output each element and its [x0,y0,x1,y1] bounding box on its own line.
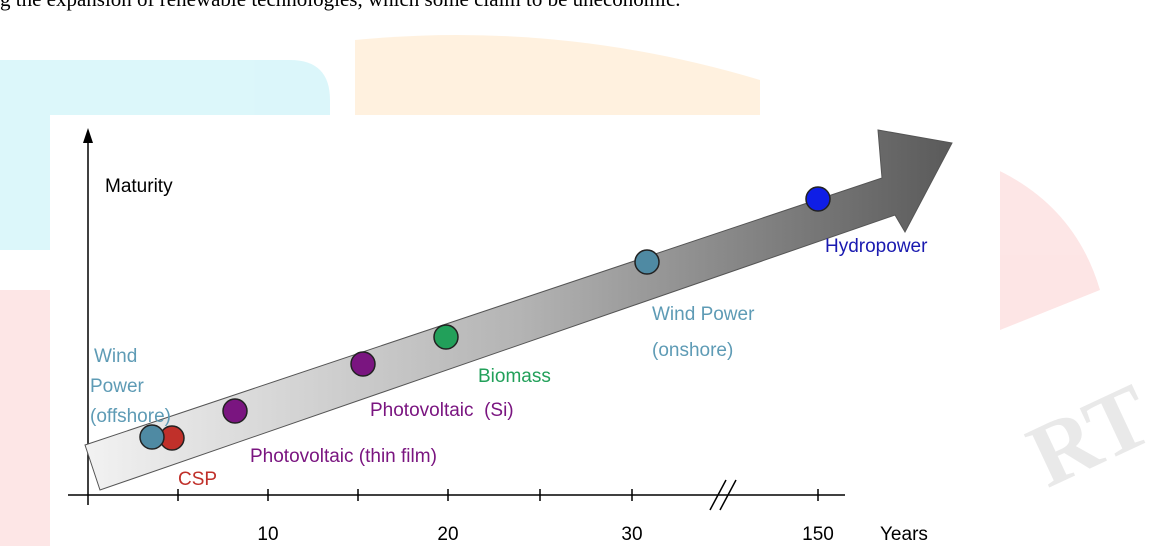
point-label: CSP [178,469,217,490]
svg-text:RT: RT [1014,365,1166,506]
page-canvas: RT g the expansion of renewable technolo… [0,0,1173,546]
point-label: Hydropower [825,236,928,257]
point-label: Wind Power [652,304,755,325]
point-label: Power [90,376,145,397]
page: RT g the expansion of renewable technolo… [0,0,1173,546]
x-tick-label: 20 [437,524,458,545]
x-axis-label: Years [880,524,928,545]
point-label: Photovoltaic (Si) [370,400,514,421]
y-axis-label: Maturity [105,176,173,197]
point-label: Photovoltaic (thin film) [250,446,437,467]
point-label: (offshore) [90,406,171,427]
point-label: Wind [94,346,137,367]
point-label: (onshore) [652,340,733,361]
x-tick-label: 10 [257,524,278,545]
point-label: Biomass [478,366,551,387]
x-tick-label: 30 [621,524,642,545]
x-tick-label: 150 [802,524,834,545]
body-text: g the expansion of renewable technologie… [0,0,681,11]
